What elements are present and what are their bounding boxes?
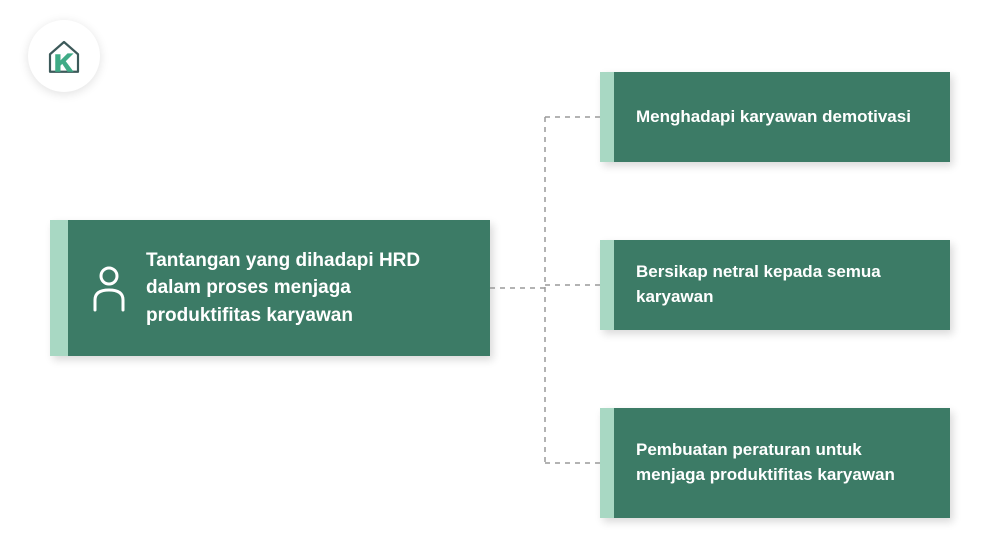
house-k-logo-icon bbox=[43, 35, 85, 77]
card-accent-bar bbox=[600, 408, 614, 518]
card-body: Menghadapi karyawan demotivasi bbox=[614, 72, 950, 162]
card-body: Tantangan yang dihadapi HRD dalam proses… bbox=[68, 220, 490, 356]
child-card-2: Bersikap netral kepada semua karyawan bbox=[600, 240, 950, 330]
child-text: Menghadapi karyawan demotivasi bbox=[636, 105, 911, 130]
card-body: Pembuatan peraturan untuk menjaga produk… bbox=[614, 408, 950, 518]
person-icon bbox=[90, 264, 128, 312]
card-accent-bar bbox=[50, 220, 68, 356]
child-card-3: Pembuatan peraturan untuk menjaga produk… bbox=[600, 408, 950, 518]
main-topic-card: Tantangan yang dihadapi HRD dalam proses… bbox=[50, 220, 490, 356]
card-body: Bersikap netral kepada semua karyawan bbox=[614, 240, 950, 330]
child-text: Pembuatan peraturan untuk menjaga produk… bbox=[636, 438, 928, 487]
card-accent-bar bbox=[600, 240, 614, 330]
card-accent-bar bbox=[600, 72, 614, 162]
child-card-1: Menghadapi karyawan demotivasi bbox=[600, 72, 950, 162]
child-text: Bersikap netral kepada semua karyawan bbox=[636, 260, 928, 309]
logo-badge bbox=[28, 20, 100, 92]
main-topic-text: Tantangan yang dihadapi HRD dalam proses… bbox=[146, 247, 468, 330]
